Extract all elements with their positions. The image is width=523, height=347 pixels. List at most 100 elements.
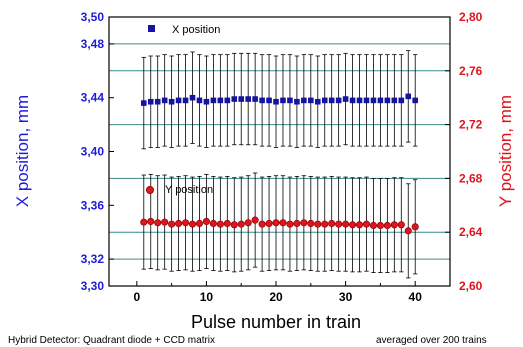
- legend: X position Y position: [145, 24, 220, 196]
- x-position-point: [356, 97, 363, 104]
- y-position-point: [140, 218, 148, 226]
- plot-frame: [108, 16, 451, 287]
- y-right-tick-label: 2,76: [459, 64, 483, 78]
- y-right-tick-label: 2,68: [459, 171, 483, 185]
- y-right-tick-label: 2,72: [459, 118, 483, 132]
- y-position-point: [182, 219, 190, 227]
- y-position-point: [223, 219, 231, 228]
- x-position-point: [266, 97, 272, 104]
- y-axis-right-label: Y position, mm: [496, 95, 515, 207]
- legend-marker-y: [145, 185, 154, 194]
- y-position-point: [369, 221, 377, 230]
- y-left-tick-label: 3,44: [81, 91, 105, 105]
- x-axis-label: Pulse number in train: [191, 312, 361, 332]
- y-position-point: [300, 219, 308, 227]
- x-position-point: [147, 98, 154, 105]
- y-position-point: [161, 218, 169, 226]
- y-position-point: [335, 220, 343, 228]
- x-position-point: [175, 97, 182, 104]
- y-position-point: [307, 219, 315, 228]
- footnote-right: averaged over 200 trains: [376, 335, 487, 346]
- grid-lines: [109, 43, 450, 260]
- y-position-point: [175, 219, 183, 228]
- legend-marker-x: [148, 25, 155, 32]
- x-position-point: [231, 96, 238, 102]
- x-tick-label: 20: [269, 290, 283, 304]
- y-position-point: [293, 219, 301, 228]
- y-position-point: [154, 219, 162, 227]
- x-tick-label: 0: [133, 290, 140, 304]
- y-position-point: [349, 221, 357, 229]
- y-left-tick-label: 3,40: [81, 145, 105, 159]
- x-position-point: [140, 100, 147, 106]
- y-position-point: [376, 221, 384, 230]
- data-markers: [140, 93, 419, 235]
- x-position-point: [203, 98, 210, 105]
- y-position-point: [168, 220, 176, 228]
- x-position-point: [182, 97, 189, 104]
- x-position-point: [391, 97, 398, 104]
- x-position-point: [328, 97, 335, 104]
- y-left-tick-label: 3,48: [81, 37, 105, 51]
- y-position-point: [251, 216, 259, 224]
- y-position-point: [244, 219, 252, 227]
- y-left-tick-label: 3,36: [81, 198, 105, 212]
- error-bars: [141, 50, 418, 279]
- y-position-point: [279, 219, 287, 227]
- x-position-point: [168, 98, 175, 105]
- y-position-point: [355, 221, 364, 229]
- x-tick-label: 10: [200, 290, 214, 304]
- y-position-point: [237, 220, 245, 228]
- y-position-point: [362, 220, 371, 228]
- x-position-point: [398, 97, 405, 104]
- y-position-point: [383, 221, 391, 230]
- x-position-point: [294, 98, 300, 105]
- y-position-point: [272, 219, 280, 227]
- tick-labels: 0 10 20 30 40 3,30 3,32 3,36 3,40 3,44 3,48 3,50 2,6…: [81, 10, 483, 304]
- x-position-point: [224, 97, 231, 104]
- x-position-point: [363, 97, 370, 104]
- legend-label-x: X position: [172, 24, 220, 36]
- y-position-point: [265, 219, 273, 228]
- x-position-point: [342, 96, 349, 102]
- x-position-point: [259, 97, 265, 104]
- x-position-point: [412, 97, 419, 104]
- y-axis-left-label: X position, mm: [13, 95, 32, 207]
- x-position-point: [301, 97, 307, 104]
- x-position-point: [154, 98, 161, 105]
- y-position-point: [230, 221, 238, 229]
- y-position-point: [202, 217, 210, 225]
- x-position-point: [189, 94, 196, 101]
- x-position-point: [370, 97, 377, 104]
- y-left-tick-label: 3,32: [81, 252, 105, 266]
- x-position-point: [245, 96, 251, 102]
- y-left-tick-label: 3,50: [81, 10, 105, 24]
- y-position-point: [195, 219, 204, 228]
- x-position-point: [252, 96, 258, 102]
- y-position-point: [258, 220, 266, 228]
- x-position-point: [217, 97, 224, 104]
- y-position-point: [188, 220, 197, 228]
- y-right-tick-label: 2,64: [459, 225, 483, 239]
- y-position-point: [286, 220, 294, 228]
- y-position-point: [147, 217, 155, 225]
- y-position-point: [390, 221, 398, 229]
- axis-ticks: [109, 16, 451, 287]
- x-position-point: [384, 97, 391, 104]
- y-left-tick-label: 3,30: [81, 279, 105, 293]
- x-position-point: [273, 98, 279, 105]
- y-position-point: [209, 219, 217, 228]
- y-right-tick-label: 2,80: [459, 10, 483, 24]
- footnote-left: Hybrid Detector: Quadrant diode + CCD ma…: [8, 335, 215, 346]
- legend-label-y: Y position: [165, 184, 213, 196]
- y-position-point: [216, 220, 224, 228]
- x-tick-label: 30: [339, 290, 353, 304]
- y-position-point: [328, 219, 336, 228]
- y-position-point: [314, 220, 322, 228]
- x-position-point: [377, 97, 384, 104]
- x-position-point: [308, 97, 314, 104]
- x-position-point: [335, 97, 342, 104]
- y-position-point: [411, 223, 419, 231]
- x-position-point: [280, 97, 286, 104]
